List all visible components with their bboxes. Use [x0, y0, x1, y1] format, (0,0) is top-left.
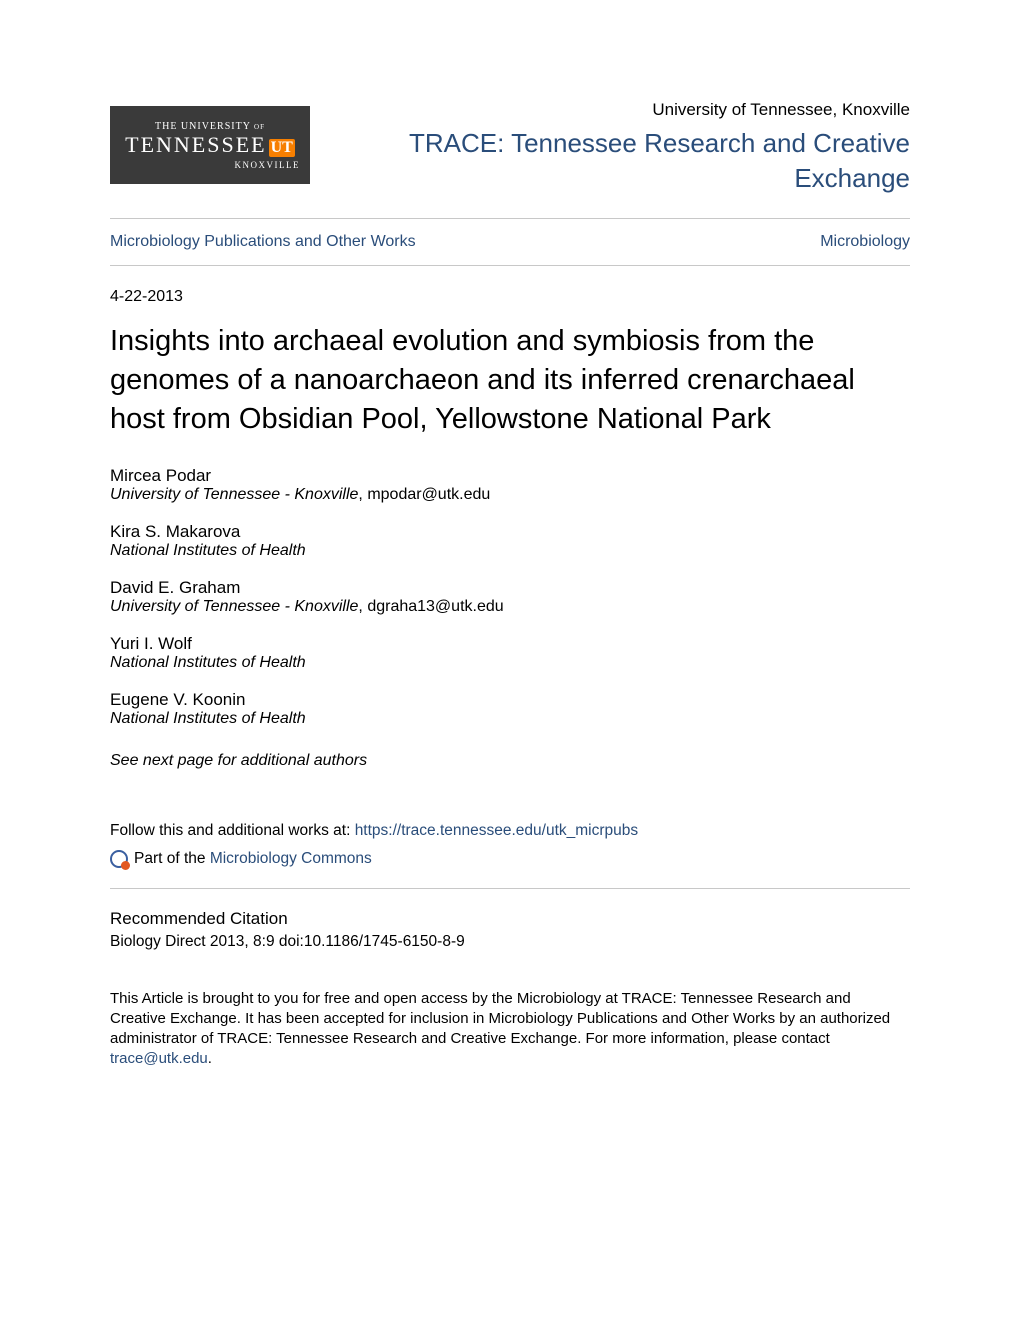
author-affil: University of Tennessee - Knoxville: [110, 598, 358, 615]
repo-title-link[interactable]: TRACE: Tennessee Research and Creative E…: [334, 126, 910, 196]
author-email: mpodar@utk.edu: [367, 486, 490, 503]
author-email: dgraha13@utk.edu: [367, 598, 503, 615]
institution-name: University of Tennessee, Knoxville: [334, 100, 910, 120]
logo-bottom-text: KNOXVILLE: [235, 160, 301, 170]
recommended-citation-heading: Recommended Citation: [110, 909, 910, 929]
author-affil: National Institutes of Health: [110, 710, 910, 728]
author-block-0: Mircea Podar University of Tennessee - K…: [110, 466, 910, 504]
header-row: THE UNIVERSITY of TENNESSEEUT KNOXVILLE …: [110, 100, 910, 196]
logo-top-text: THE UNIVERSITY of: [155, 121, 265, 132]
institution-logo[interactable]: THE UNIVERSITY of TENNESSEEUT KNOXVILLE: [110, 106, 310, 184]
follow-line: Follow this and additional works at: htt…: [110, 822, 910, 840]
author-affil-row: University of Tennessee - Knoxville, dgr…: [110, 598, 910, 616]
partof-prefix: Part of the: [134, 850, 210, 867]
footer-suffix: .: [208, 1050, 212, 1067]
author-block-3: Yuri I. Wolf National Institutes of Heal…: [110, 634, 910, 672]
author-email-sep: ,: [358, 598, 367, 615]
author-name: Kira S. Makarova: [110, 522, 910, 542]
footer-text: This Article is brought to you for free …: [110, 989, 910, 1070]
divider-breadcrumb: [110, 265, 910, 266]
breadcrumb-collection-link[interactable]: Microbiology Publications and Other Work…: [110, 233, 416, 251]
header-text-block: University of Tennessee, Knoxville TRACE…: [334, 100, 910, 196]
follow-prefix: Follow this and additional works at:: [110, 822, 355, 839]
author-affil: National Institutes of Health: [110, 654, 910, 672]
author-name: Mircea Podar: [110, 466, 910, 486]
author-name: David E. Graham: [110, 578, 910, 598]
author-block-2: David E. Graham University of Tennessee …: [110, 578, 910, 616]
article-title: Insights into archaeal evolution and sym…: [110, 322, 910, 439]
author-email-sep: ,: [358, 486, 367, 503]
footer-email-link[interactable]: trace@utk.edu: [110, 1050, 208, 1067]
partof-link[interactable]: Microbiology Commons: [210, 850, 372, 867]
page-container: THE UNIVERSITY of TENNESSEEUT KNOXVILLE …: [0, 0, 1020, 1110]
see-next-authors: See next page for additional authors: [110, 752, 910, 770]
author-affil-row: University of Tennessee - Knoxville, mpo…: [110, 486, 910, 504]
network-commons-icon: [110, 850, 128, 868]
follow-url-link[interactable]: https://trace.tennessee.edu/utk_micrpubs: [355, 822, 638, 839]
author-affil: National Institutes of Health: [110, 542, 910, 560]
author-block-4: Eugene V. Koonin National Institutes of …: [110, 690, 910, 728]
breadcrumb-dept-link[interactable]: Microbiology: [820, 233, 910, 251]
divider-citation: [110, 888, 910, 889]
recommended-citation-text: Biology Direct 2013, 8:9 doi:10.1186/174…: [110, 933, 910, 951]
author-name: Eugene V. Koonin: [110, 690, 910, 710]
author-name: Yuri I. Wolf: [110, 634, 910, 654]
partof-text: Part of the Microbiology Commons: [134, 850, 372, 868]
breadcrumb-row: Microbiology Publications and Other Work…: [110, 219, 910, 265]
logo-swoosh: UT: [269, 139, 295, 157]
partof-row: Part of the Microbiology Commons: [110, 850, 910, 868]
logo-main-row: TENNESSEEUT: [125, 132, 295, 158]
publication-date: 4-22-2013: [110, 288, 910, 306]
logo-main-text: TENNESSEE: [125, 132, 266, 157]
author-affil: University of Tennessee - Knoxville: [110, 486, 358, 503]
author-block-1: Kira S. Makarova National Institutes of …: [110, 522, 910, 560]
footer-body: This Article is brought to you for free …: [110, 990, 890, 1048]
